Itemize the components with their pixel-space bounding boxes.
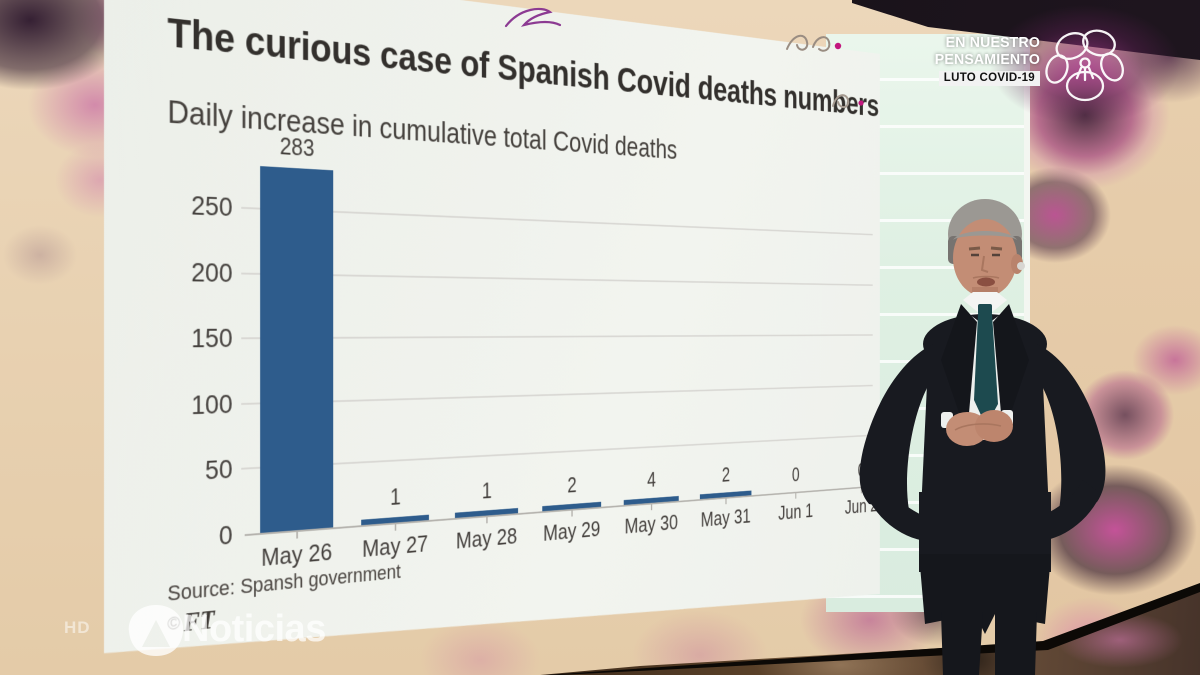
tribute-line2: PENSAMIENTO	[934, 51, 1040, 68]
bar-value-label: 283	[279, 133, 315, 162]
bar-value-label: 0	[791, 464, 800, 486]
x-axis-tick	[296, 530, 298, 539]
news-presenter	[845, 192, 1125, 675]
y-axis-label: 150	[191, 323, 233, 354]
bar-chart-plot: 0 50 100 150 200 250 283 May 26 1 May 27 1 May 28 2 M…	[245, 165, 873, 536]
x-axis-tick	[571, 509, 572, 517]
channel-name: Noticias	[182, 608, 326, 650]
x-axis-label: May 31	[700, 503, 751, 532]
virus-blob	[990, 5, 1180, 125]
bar-value-label: 4	[647, 468, 656, 492]
y-axis-label: 200	[191, 256, 233, 288]
x-axis-tick	[795, 492, 796, 499]
presenter-figure	[859, 199, 1106, 675]
x-axis-label: May 27	[362, 529, 428, 563]
wall-scribble-icon	[504, 7, 562, 28]
bar-value-label: 1	[481, 478, 492, 504]
chart-subtitle: Daily increase in cumulative total Covid…	[167, 93, 678, 165]
chart-board: The curious case of Spanish Covid deaths…	[104, 0, 880, 675]
bar-value-label: 2	[721, 463, 731, 487]
y-axis-label: 250	[191, 190, 233, 223]
tribute-tag: LUTO COVID-19	[938, 71, 1040, 86]
x-axis-label: May 28	[455, 522, 518, 554]
x-axis-tick	[651, 503, 652, 510]
pansy-flower-icon	[1045, 29, 1124, 102]
tribute-badge: EN NUESTRO PENSAMIENTO LUTO COVID-19	[880, 34, 1040, 86]
x-axis-tick	[725, 497, 726, 504]
y-axis-label: 0	[218, 519, 233, 551]
bar-value-label: 1	[390, 484, 401, 511]
grid-line	[241, 272, 873, 285]
grid-line	[241, 207, 873, 235]
bar-value-label: 2	[567, 473, 577, 498]
tribute-line1: EN NUESTRO	[945, 34, 1040, 51]
bar	[260, 166, 333, 533]
grid-line	[241, 385, 873, 405]
y-axis-label: 100	[191, 388, 233, 420]
wall-scribble-icon	[786, 34, 842, 52]
x-axis-tick	[395, 523, 397, 531]
x-axis-label: May 29	[543, 515, 601, 546]
x-axis-label: May 30	[624, 509, 678, 539]
hd-badge: HD	[64, 618, 91, 637]
y-axis-label: 50	[205, 454, 233, 486]
x-axis-label: Jun 1	[778, 498, 814, 525]
antena3-logo-icon	[128, 605, 184, 656]
wall-scribble-icon	[832, 94, 864, 108]
grid-line	[241, 335, 873, 340]
x-axis-tick	[486, 515, 487, 523]
